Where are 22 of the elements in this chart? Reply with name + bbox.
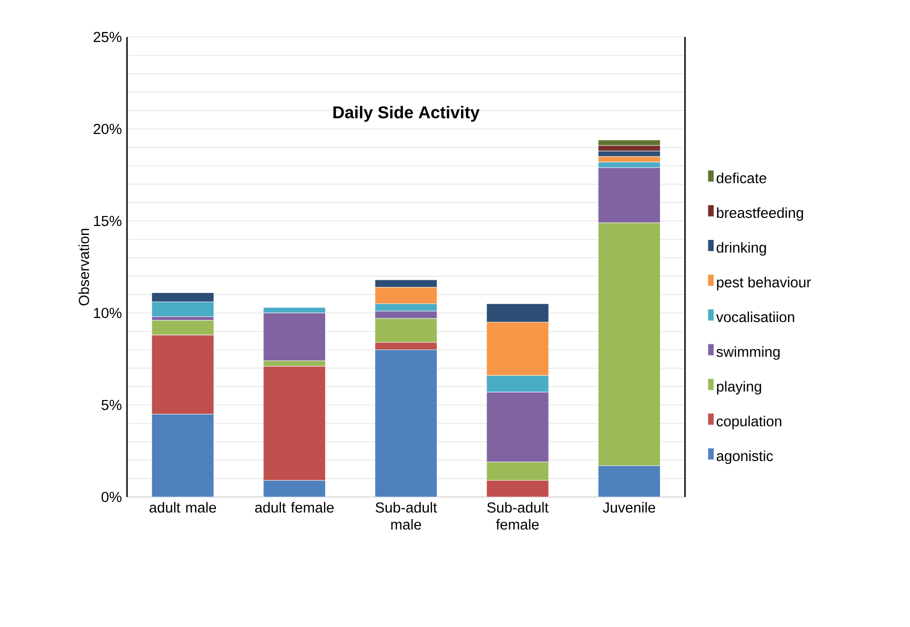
x-tick-label: Sub-adult female [487, 502, 549, 530]
text: Daily Side Activity [333, 106, 480, 122]
legend-label: deficate [716, 172, 766, 184]
legend-label: pest behaviour [717, 276, 811, 290]
x-tick-label: adult male [150, 502, 216, 513]
y-tick-label: 5% [102, 400, 122, 410]
x-tick-label: Juvenile [602, 502, 656, 513]
y-tick-label: 10% [94, 308, 122, 318]
legend-label: vocalisatiion [716, 312, 794, 322]
legend-label: agonistic [716, 450, 773, 464]
y-axis-title: Observation [78, 228, 90, 306]
y-tick-label: 0% [102, 492, 122, 502]
y-tick-label: 25% [94, 32, 122, 42]
legend-label: breastfeeding [717, 207, 804, 221]
legend-label: drinking [716, 242, 766, 256]
legend-label: swimming [716, 346, 780, 360]
x-tick-label: adult female [255, 502, 334, 513]
legend-label: copulation [716, 416, 782, 430]
x-tick-label: Sub-adult male [376, 502, 437, 530]
y-tick-label: 20% [94, 124, 122, 134]
y-tick-label: 15% [94, 216, 122, 226]
legend-label: playing [717, 381, 762, 395]
